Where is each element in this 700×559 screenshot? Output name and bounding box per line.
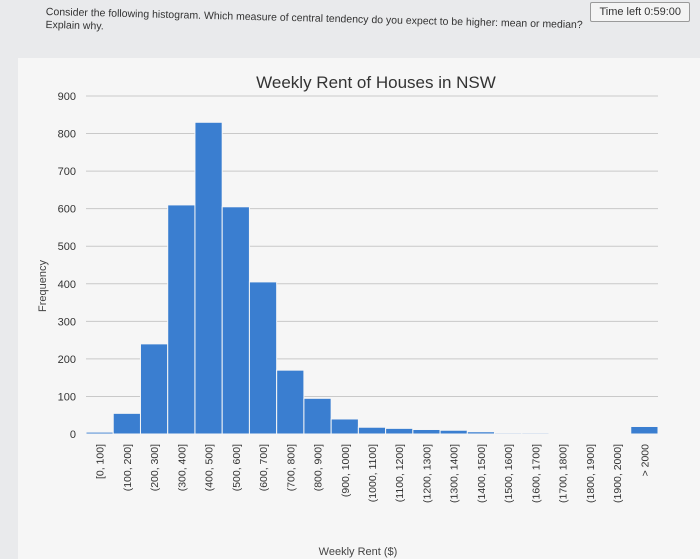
histogram-bar: [167, 204, 196, 435]
y-tick-label: 500: [58, 241, 76, 253]
x-axis-title: Weekly Rent ($): [319, 546, 398, 558]
y-axis-title: Frequency: [37, 260, 49, 312]
x-tick-label: (100, 200]: [122, 444, 134, 491]
x-tick-label: (200, 300]: [149, 444, 161, 491]
histogram-chart: Weekly Rent of Houses in NSW 0 100 200 300 4…: [37, 73, 659, 558]
histogram-bar: [439, 429, 468, 435]
histogram-bar: [330, 418, 359, 435]
histogram-bar: [521, 432, 550, 435]
histogram-bar: [357, 426, 387, 435]
x-tick-label: (1300, 1400]: [449, 444, 461, 503]
x-tick-label: (300, 400]: [176, 444, 188, 491]
chart-title: Weekly Rent of Houses in NSW: [256, 73, 496, 92]
x-tick-label: (600, 700]: [258, 444, 270, 491]
histogram-bar: [112, 412, 141, 435]
histogram-bar: [248, 281, 278, 435]
histogram-bar: [85, 431, 114, 435]
x-axis-ticks: [0, 100] (100, 200] (200, 300] (300, 400] (4…: [95, 444, 652, 503]
x-tick-label: (1700, 1800]: [558, 444, 570, 503]
y-tick-label: 100: [58, 391, 76, 403]
histogram-bar: [139, 343, 169, 435]
x-tick-label: > 2000: [639, 444, 651, 477]
x-tick-label: (1900, 2000]: [612, 444, 624, 503]
histogram-bar: [548, 432, 577, 435]
y-tick-label: 300: [58, 316, 76, 328]
x-tick-label: (1500, 1600]: [503, 444, 515, 503]
x-tick-label: (500, 600]: [231, 444, 243, 491]
x-tick-label: (700, 800]: [285, 444, 297, 491]
x-tick-label: (400, 500]: [204, 444, 216, 491]
histogram-image: Weekly Rent of Houses in NSW 0 100 200 300 4…: [18, 58, 700, 559]
x-tick-label: (1000, 1100]: [367, 444, 379, 502]
histogram-bar: [276, 369, 305, 435]
histogram-bar: [494, 432, 523, 435]
x-tick-label: (1100, 1200]: [394, 444, 406, 502]
y-tick-label: 900: [58, 91, 76, 103]
x-tick-label: (800, 900]: [313, 444, 325, 491]
y-axis-ticks: 0 100 200 300 400 500 600 700 800 900: [58, 91, 76, 441]
y-tick-label: 700: [58, 166, 76, 178]
histogram-bar: [630, 425, 659, 435]
y-tick-label: 800: [58, 129, 76, 141]
histogram-bar: [412, 428, 441, 435]
histogram-bar: [603, 432, 632, 435]
x-tick-label: (1200, 1300]: [421, 444, 433, 503]
x-tick-label: (1400, 1500]: [476, 444, 488, 503]
x-tick-label: (1800, 1900]: [585, 444, 597, 503]
x-tick-label: [0, 100]: [95, 444, 107, 479]
histogram-bar: [303, 397, 332, 435]
y-tick-label: 200: [58, 354, 76, 366]
histogram-bar: [466, 431, 496, 435]
time-left-badge: Time left 0:59:00: [590, 2, 690, 22]
y-tick-label: 400: [58, 279, 76, 291]
histogram-bar: [385, 427, 414, 435]
bars: [85, 121, 659, 435]
histogram-bar: [221, 206, 250, 435]
question-text: Consider the following histogram. Which …: [45, 6, 645, 47]
histogram-bar: [194, 121, 223, 435]
y-tick-label: 0: [70, 429, 76, 441]
histogram-bar: [575, 432, 605, 435]
x-tick-label: (1600, 1700]: [530, 444, 542, 503]
x-tick-label: (900, 1000]: [340, 444, 352, 497]
y-tick-label: 600: [58, 204, 76, 216]
